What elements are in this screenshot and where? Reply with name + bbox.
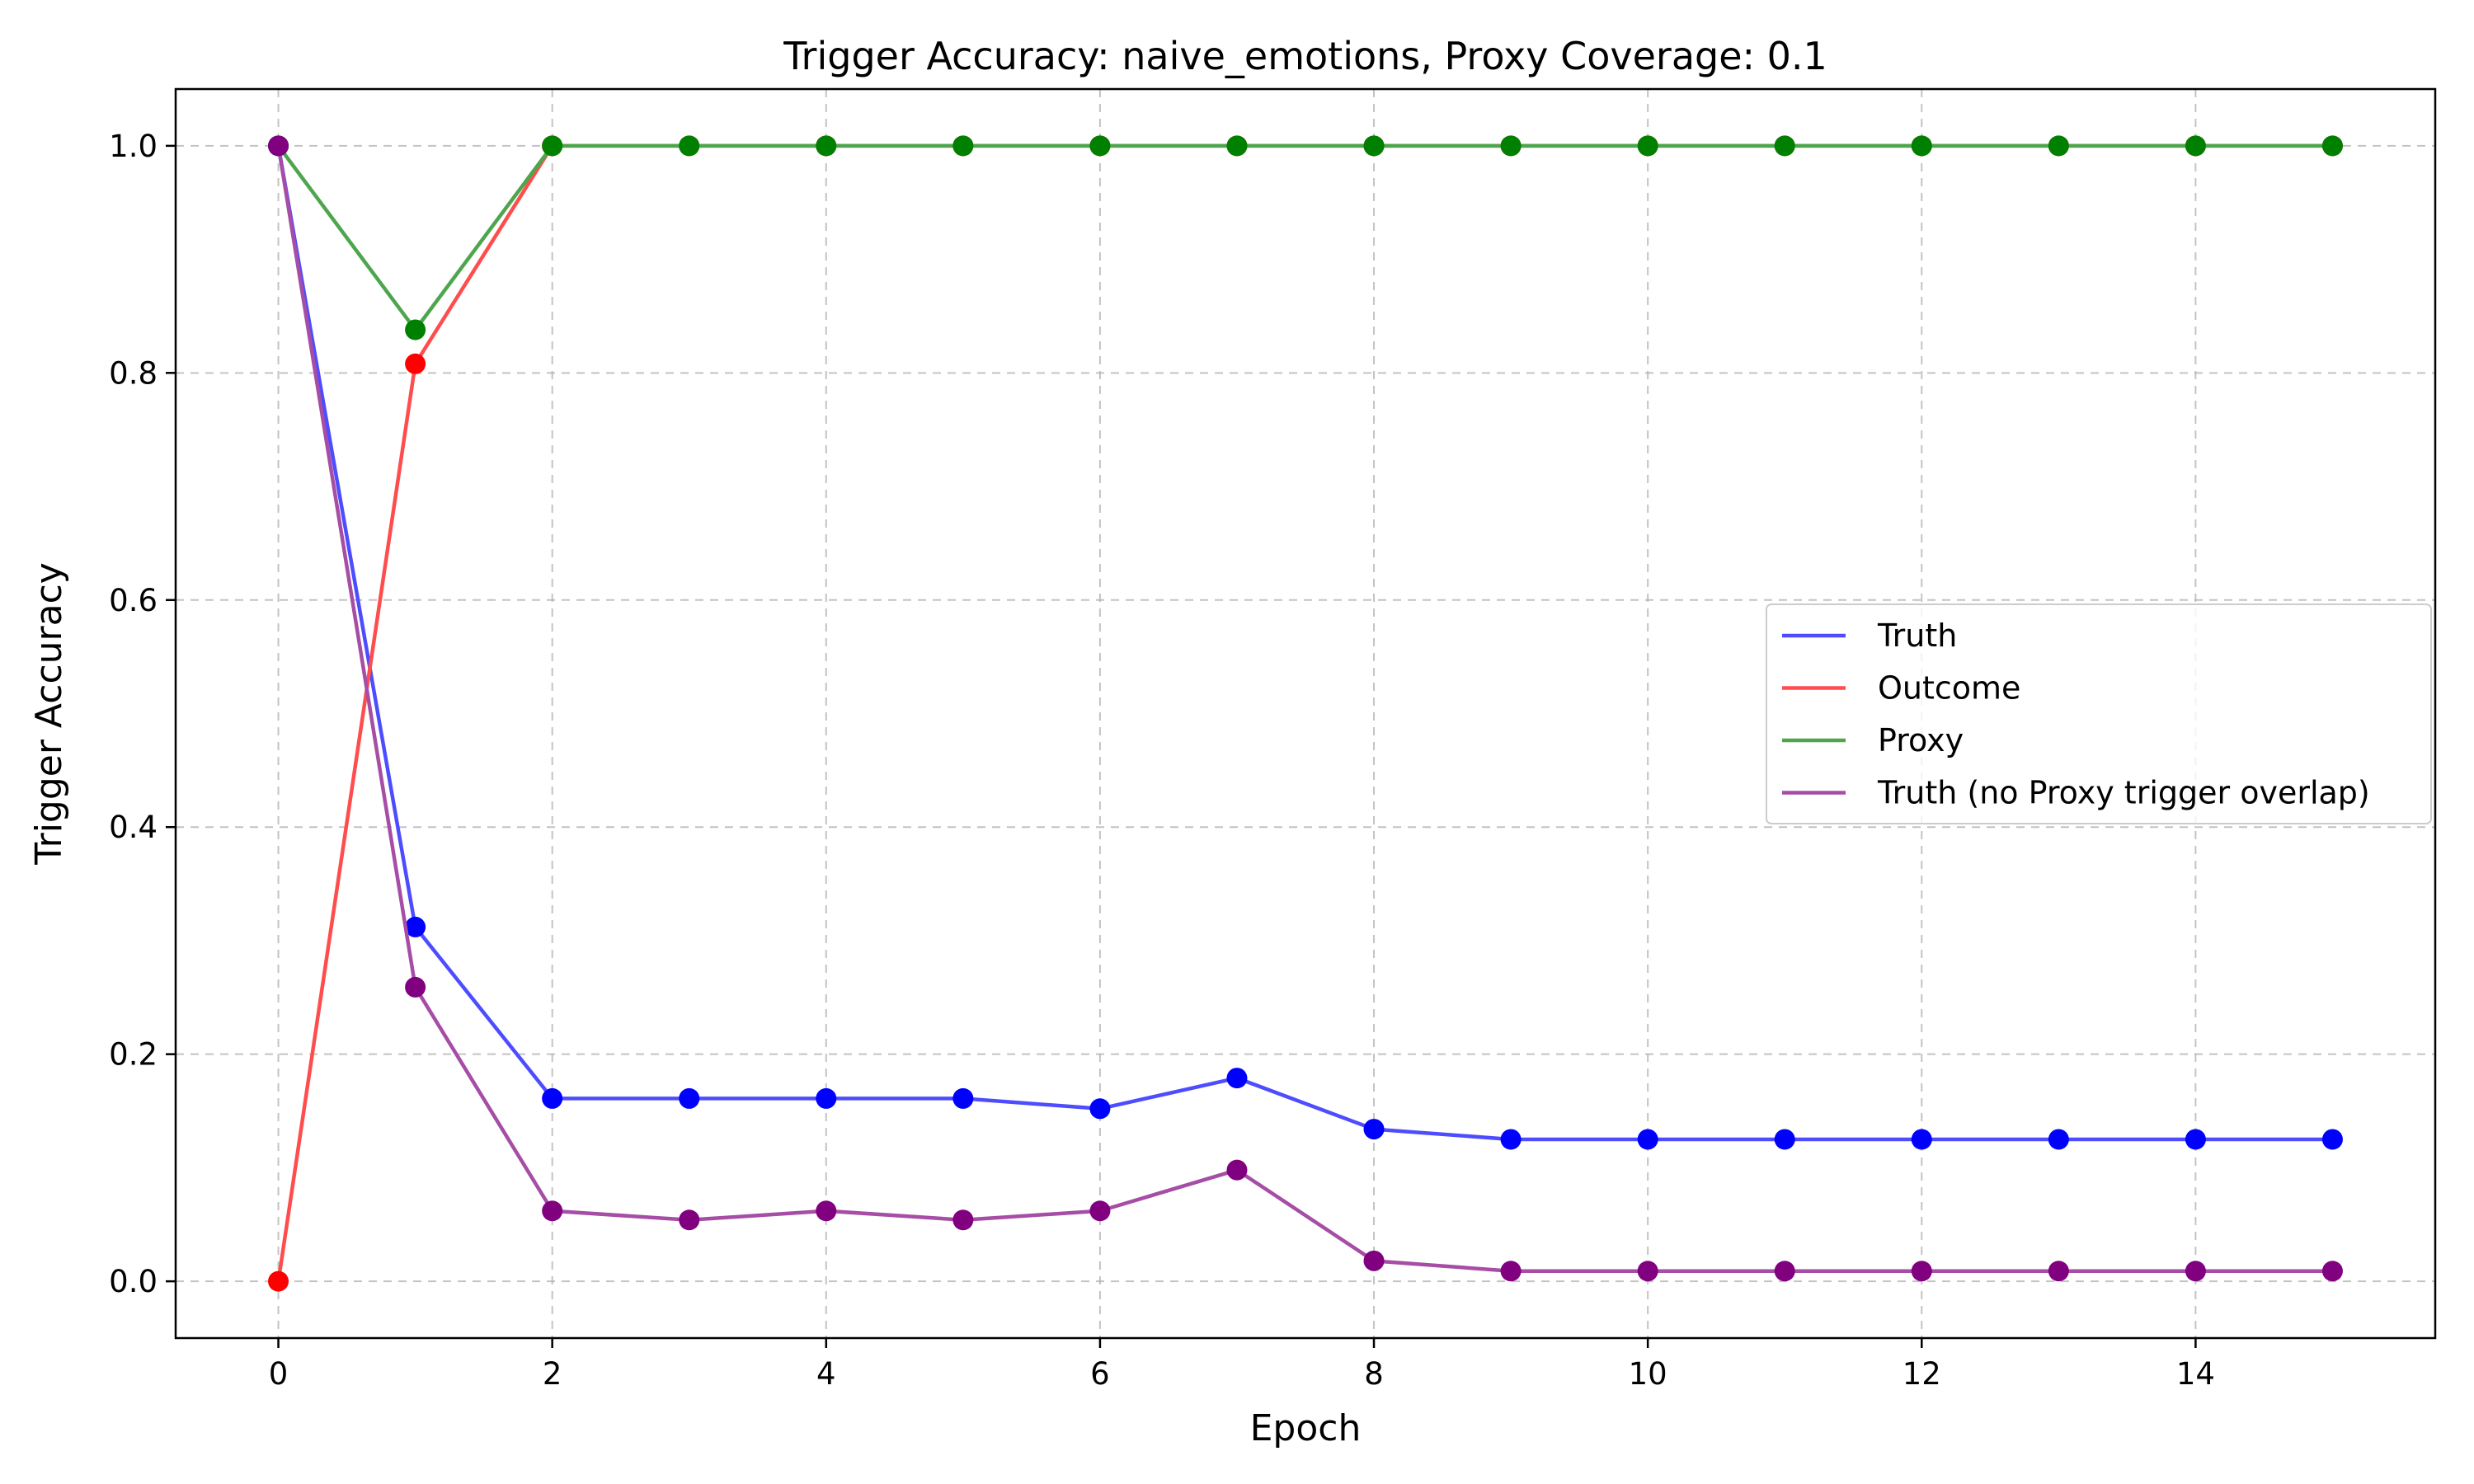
data-point-truth bbox=[679, 1087, 700, 1109]
legend-label: Proxy bbox=[1878, 722, 1964, 758]
x-tick-label: 8 bbox=[1364, 1356, 1384, 1392]
data-point-proxy bbox=[1774, 135, 1795, 157]
data-point-truth bbox=[2321, 1129, 2343, 1150]
data-point-truth-no-proxy-trigger-overlap bbox=[2321, 1261, 2343, 1282]
series-line-truth-no-proxy-trigger-overlap bbox=[276, 143, 2335, 1273]
data-point-truth bbox=[405, 916, 426, 937]
x-tick-label: 2 bbox=[543, 1356, 562, 1392]
data-point-truth-no-proxy-trigger-overlap bbox=[1637, 1261, 1658, 1282]
y-tick-label: 0.6 bbox=[109, 583, 158, 618]
data-point-truth bbox=[1637, 1129, 1658, 1150]
data-point-proxy bbox=[2185, 135, 2206, 157]
axis-ticks: 0 2 4 6 8 10 12 14 0.0 0.2 0.4 0.6 0.8 1.0 bbox=[109, 129, 2215, 1392]
y-tick-label: 0.8 bbox=[109, 355, 158, 391]
y-tick-label: 0.0 bbox=[109, 1264, 158, 1299]
data-point-proxy bbox=[1637, 135, 1658, 157]
data-point-truth bbox=[1774, 1129, 1795, 1150]
series-line-truth bbox=[276, 143, 2335, 1142]
legend-items: Truth Outcome Proxy Truth (no Proxy trigger… bbox=[1782, 618, 2370, 811]
legend-label: Truth (no Proxy trigger overlap) bbox=[1877, 775, 2370, 811]
data-point-truth bbox=[816, 1087, 837, 1109]
data-point-truth-no-proxy-trigger-overlap bbox=[1226, 1159, 1248, 1181]
data-point-proxy bbox=[1911, 135, 1932, 157]
plot-area-frame bbox=[174, 87, 2437, 1340]
data-point-truth-no-proxy-trigger-overlap bbox=[542, 1200, 563, 1222]
data-point-proxy bbox=[1089, 135, 1111, 157]
data-point-truth bbox=[1089, 1098, 1111, 1120]
data-point-proxy bbox=[405, 319, 426, 340]
x-axis-title: Epoch bbox=[1250, 1407, 1362, 1449]
legend-item-proxy: Proxy bbox=[1782, 722, 1964, 758]
y-tick-label: 1.0 bbox=[109, 129, 158, 164]
y-tick-label: 0.2 bbox=[109, 1037, 158, 1073]
data-point-outcome bbox=[268, 1270, 289, 1292]
y-tick-label: 0.4 bbox=[109, 810, 158, 845]
x-tick-label: 14 bbox=[2176, 1356, 2215, 1392]
data-point-proxy bbox=[1363, 135, 1385, 157]
data-point-truth-no-proxy-trigger-overlap bbox=[1089, 1200, 1111, 1222]
data-point-truth-no-proxy-trigger-overlap bbox=[1363, 1250, 1385, 1271]
data-point-truth-no-proxy-trigger-overlap bbox=[268, 135, 289, 157]
x-tick-label: 12 bbox=[1903, 1356, 1941, 1392]
data-point-proxy bbox=[679, 135, 700, 157]
data-point-truth bbox=[952, 1087, 974, 1109]
chart-title: Trigger Accuracy: naive_emotions, Proxy … bbox=[783, 34, 1827, 78]
data-point-truth-no-proxy-trigger-overlap bbox=[952, 1209, 974, 1231]
data-point-truth-no-proxy-trigger-overlap bbox=[1774, 1261, 1795, 1282]
data-point-truth-no-proxy-trigger-overlap bbox=[1500, 1261, 1522, 1282]
legend-item-truth: Truth bbox=[1782, 618, 1957, 654]
legend-box bbox=[1766, 603, 2432, 824]
data-point-proxy bbox=[2321, 135, 2343, 157]
y-axis-title: Trigger Accuracy bbox=[28, 562, 70, 866]
series-group bbox=[268, 135, 2343, 1292]
legend-label: Outcome bbox=[1878, 670, 2020, 707]
data-point-truth bbox=[1500, 1129, 1522, 1150]
data-point-proxy bbox=[952, 135, 974, 157]
data-point-proxy bbox=[2048, 135, 2069, 157]
legend-label: Truth bbox=[1877, 618, 1957, 654]
legend-item-outcome: Outcome bbox=[1782, 670, 2020, 707]
data-point-truth-no-proxy-trigger-overlap bbox=[2048, 1261, 2069, 1282]
data-point-truth bbox=[1363, 1119, 1385, 1140]
x-tick-label: 10 bbox=[1629, 1356, 1667, 1392]
x-tick-label: 6 bbox=[1090, 1356, 1110, 1392]
legend: Truth Outcome Proxy Truth (no Proxy trigger… bbox=[1766, 603, 2432, 824]
data-point-proxy bbox=[542, 135, 563, 157]
series-truth-no-proxy-trigger-overlap bbox=[268, 135, 2343, 1282]
x-tick-label: 0 bbox=[269, 1356, 289, 1392]
data-point-outcome bbox=[405, 353, 426, 374]
data-point-proxy bbox=[1226, 135, 1248, 157]
data-point-truth bbox=[2185, 1129, 2206, 1150]
data-point-truth bbox=[1226, 1068, 1248, 1089]
data-point-truth bbox=[1911, 1129, 1932, 1150]
legend-item-truth-no-proxy-trigger-overlap: Truth (no Proxy trigger overlap) bbox=[1782, 775, 2370, 811]
data-point-truth-no-proxy-trigger-overlap bbox=[679, 1209, 700, 1231]
data-point-proxy bbox=[1500, 135, 1522, 157]
series-line-proxy bbox=[276, 143, 2335, 332]
data-point-truth bbox=[2048, 1129, 2069, 1150]
data-point-truth-no-proxy-trigger-overlap bbox=[2185, 1261, 2206, 1282]
data-point-truth bbox=[542, 1087, 563, 1109]
data-point-truth-no-proxy-trigger-overlap bbox=[816, 1200, 837, 1222]
x-tick-label: 4 bbox=[816, 1356, 836, 1392]
data-point-truth-no-proxy-trigger-overlap bbox=[405, 976, 426, 998]
data-point-truth-no-proxy-trigger-overlap bbox=[1911, 1261, 1932, 1282]
data-point-proxy bbox=[816, 135, 837, 157]
series-proxy bbox=[268, 135, 2343, 340]
